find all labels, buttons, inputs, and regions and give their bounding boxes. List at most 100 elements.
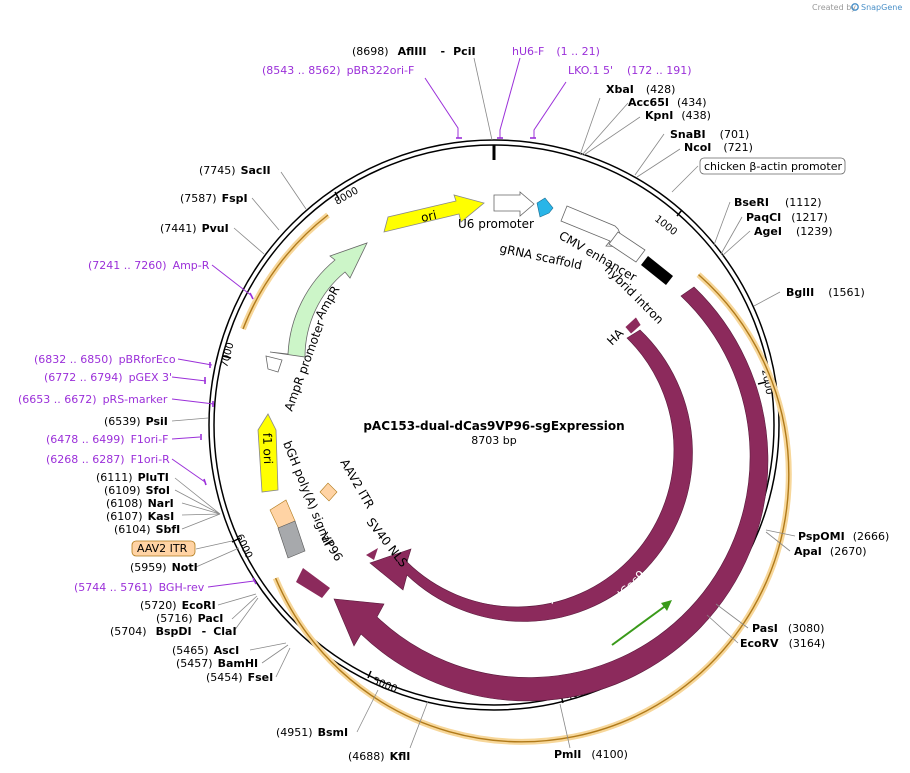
primer-ampr[interactable]: (7241 .. 7260) Amp-R — [88, 259, 210, 272]
site-pspOMI[interactable]: PspOMI (2666) — [798, 530, 889, 543]
site-bglII[interactable]: BglII (1561) — [786, 286, 865, 299]
plasmid-name: pAC153-dual-dCas9VP96-sgExpression — [363, 419, 624, 433]
site-notI[interactable]: (5959) NotI — [130, 561, 198, 574]
primer-hu6f[interactable]: hU6-F (1 .. 21) — [512, 45, 600, 58]
tick-marks — [222, 191, 767, 704]
primer-bgh-rev[interactable]: (5744 .. 5761) BGH-rev — [74, 581, 205, 594]
leader-fseI — [275, 647, 291, 678]
leader-bamHI — [261, 644, 289, 664]
tick-2000 — [757, 381, 767, 385]
leader-apaI — [765, 531, 791, 552]
site-pacI[interactable]: (5716) PacI — [156, 612, 223, 625]
orf-line-ampr — [242, 214, 329, 330]
tick-7000 — [222, 355, 232, 359]
site-snaBI[interactable]: SnaBI (701) — [670, 128, 749, 141]
dcas9-outer-break — [566, 640, 573, 655]
leader-ecoRI — [217, 593, 257, 606]
primer-leader-lko — [533, 81, 567, 138]
chicken-promoter-box[interactable] — [699, 157, 846, 175]
primer-prs-marker[interactable]: (6653 .. 6672) pRS-marker — [18, 393, 168, 406]
primer-leader-ampr — [211, 264, 253, 297]
aav2-itr-outer-box[interactable] — [131, 540, 196, 557]
plasmid-length: 8703 bp — [471, 434, 516, 447]
leader-narI — [181, 502, 221, 515]
hybrid-intron-bar — [641, 256, 673, 285]
chicken-promoter-label: chicken β-actin promoter — [704, 160, 842, 173]
site-ecoRV[interactable]: EcoRV (3164) — [740, 637, 825, 650]
site-ecoRI[interactable]: (5720) EcoRI — [140, 599, 216, 612]
primer-f1ori-f[interactable]: (6478 .. 6499) F1ori-F — [46, 433, 169, 446]
primer-leader-pbrforeco — [177, 358, 213, 366]
primer-pgex[interactable]: (6772 .. 6794) pGEX 3' — [44, 371, 172, 384]
leader-pacI — [231, 595, 258, 620]
bgh-polya-box — [277, 520, 306, 559]
tick-1000 — [676, 209, 683, 217]
site-pvuI[interactable]: (7441) PvuI — [160, 222, 229, 235]
leader-pvuI — [233, 227, 265, 255]
dcas9-inner-arrow — [369, 329, 693, 622]
leader-ascI — [249, 642, 287, 651]
primer-leader-bghrev — [207, 580, 255, 588]
ha-label: HA — [604, 325, 627, 348]
site-bsmI[interactable]: (4951) BsmI — [276, 726, 348, 739]
primer-f1ori-r[interactable]: (6268 .. 6287) F1ori-R — [46, 453, 170, 466]
primer-pbrforeco[interactable]: (6832 .. 6850) pBRforEco — [34, 353, 176, 366]
tick-label-1000: 1000 — [652, 214, 679, 238]
leader-kflI — [409, 700, 429, 749]
site-pmlI[interactable]: PmlI (4100) — [554, 748, 628, 761]
leader-xbaI — [579, 97, 601, 156]
primer-mark-f1orir — [203, 478, 207, 486]
site-kasI[interactable]: (6107) KasI — [106, 510, 174, 523]
snapgene-logo-icon — [851, 3, 859, 11]
credit-text: Created by — [812, 3, 856, 12]
green-feature-arrow-head — [661, 600, 672, 611]
ampr-feature-arrow — [269, 242, 368, 358]
site-sacII[interactable]: (7745) SacII — [199, 164, 271, 177]
site-psiI[interactable]: (6539) PsiI — [104, 415, 168, 428]
leader-aav2itr — [195, 540, 233, 550]
leader-bseRI — [713, 201, 731, 246]
backbone-outer-strand — [208, 139, 780, 711]
site-bspDI-claI[interactable]: (5704) BspDI - ClaI — [110, 622, 237, 639]
site-xbaI[interactable]: XbaI (428) — [606, 83, 675, 96]
site-kflI[interactable]: (4688) KflI — [348, 750, 410, 763]
tick-label-5000: 5000 — [371, 676, 399, 696]
site-leader-lines — [171, 57, 796, 749]
site-bamHI[interactable]: (5457) BamHI — [176, 657, 258, 670]
primer-leader-pbr322 — [424, 77, 459, 138]
site-sbfI[interactable]: (6104) SbfI — [114, 523, 180, 536]
site-bseRI[interactable]: BseRI (1112) — [734, 196, 822, 209]
site-aflIII-pciI[interactable]: (8698) AflIII - PciI — [352, 42, 476, 59]
site-pasI[interactable]: PasI (3080) — [752, 622, 824, 635]
primer-lko[interactable]: LKO.1 5' (172 .. 191) — [568, 64, 692, 77]
leader-pspOMI — [765, 529, 796, 537]
site-ascI[interactable]: (5465) AscI — [172, 644, 239, 657]
u6-promoter-arrow — [493, 191, 535, 217]
site-paqCI[interactable]: PaqCI (1217) — [746, 211, 828, 224]
primer-pbr322ori[interactable]: (8543 .. 8562) pBR322ori-F — [262, 64, 414, 77]
site-ageI[interactable]: AgeI (1239) — [754, 225, 833, 238]
leader-psiI — [171, 417, 209, 422]
leader-notI — [195, 547, 240, 568]
primer-leader-f1orif — [171, 436, 201, 440]
tick-label-8000: 8000 — [333, 185, 361, 207]
primer-leader-f1orir — [171, 458, 206, 483]
site-ncoI[interactable]: NcoI (721) — [684, 141, 753, 154]
site-narI[interactable]: (6108) NarI — [106, 497, 174, 510]
dcas9-inner-label: dCas9 — [576, 531, 611, 568]
leader-ageI — [721, 230, 751, 257]
leader-aflIII — [473, 57, 493, 141]
leader-kasI — [181, 513, 221, 516]
site-sfoI[interactable]: (6109) SfoI — [104, 484, 170, 497]
tick-8000 — [334, 191, 340, 200]
f1-ori-label: f1 ori — [260, 433, 275, 465]
site-fseI[interactable]: (5454) FseI — [206, 671, 273, 684]
site-pluTI[interactable]: (6111) PluTI — [96, 471, 169, 484]
leader-ncoI — [636, 148, 681, 178]
site-acc65I[interactable]: Acc65I (434) — [628, 96, 707, 109]
site-kpnI[interactable]: KpnI (438) — [645, 109, 711, 122]
site-fspI[interactable]: (7587) FspI — [180, 192, 248, 205]
site-apaI[interactable]: ApaI (2670) — [794, 545, 866, 558]
tick-label-7000: 7000 — [219, 341, 236, 368]
